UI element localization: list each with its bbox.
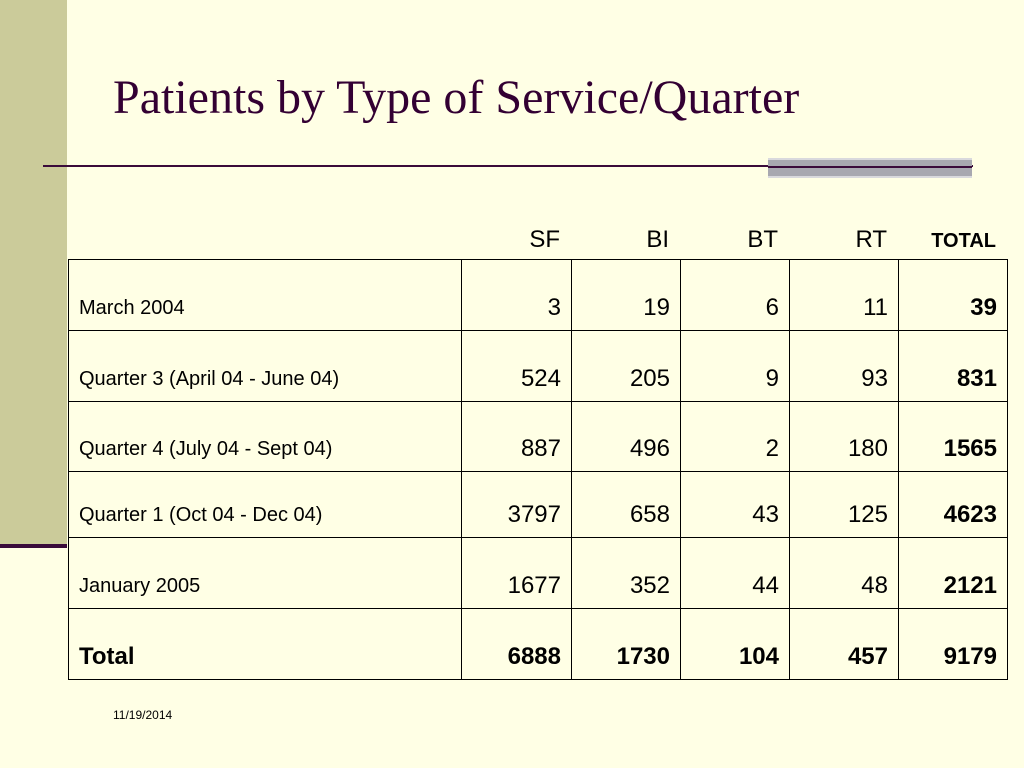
table-row: Quarter 1 (Oct 04 - Dec 04) 3797 658 43 … (68, 471, 1008, 538)
header-sf: SF (529, 226, 560, 253)
cell-rt: 48 (789, 537, 899, 609)
slide-title: Patients by Type of Service/Quarter (113, 71, 800, 124)
cell-sf: 524 (461, 330, 572, 402)
cell-bi: 1730 (571, 608, 681, 680)
row-label: January 2005 (68, 537, 462, 609)
cell-sf: 887 (461, 401, 572, 472)
table-row: January 2005 1677 352 44 48 2121 (68, 537, 1008, 609)
cell-rt: 125 (789, 471, 899, 538)
row-label: Quarter 1 (Oct 04 - Dec 04) (68, 471, 462, 538)
cell-bi: 19 (571, 259, 681, 331)
cell-total: 2121 (898, 537, 1008, 609)
cell-sf: 1677 (461, 537, 572, 609)
header-bt: BT (747, 226, 778, 253)
cell-grand-total: 9179 (898, 608, 1008, 680)
cell-sf: 3 (461, 259, 572, 331)
title-rule-accent (768, 158, 972, 178)
footer-date: 11/19/2014 (113, 708, 173, 722)
header-total: TOTAL (931, 230, 996, 252)
row-label: Quarter 4 (July 04 - Sept 04) (68, 401, 462, 472)
cell-rt: 11 (789, 259, 899, 331)
table-row: March 2004 3 19 6 11 39 (68, 259, 1008, 331)
cell-bi: 352 (571, 537, 681, 609)
cell-sf: 6888 (461, 608, 572, 680)
header-rt: RT (855, 226, 887, 253)
cell-bt: 43 (680, 471, 790, 538)
table-total-row: Total 6888 1730 104 457 9179 (68, 608, 1008, 680)
cell-bt: 6 (680, 259, 790, 331)
cell-bi: 205 (571, 330, 681, 402)
cell-total: 4623 (898, 471, 1008, 538)
cell-bi: 658 (571, 471, 681, 538)
table-row: Quarter 4 (July 04 - Sept 04) 887 496 2 … (68, 401, 1008, 472)
row-label: March 2004 (68, 259, 462, 331)
row-label: Quarter 3 (April 04 - June 04) (68, 330, 462, 402)
total-row-label: Total (68, 608, 462, 680)
title-rule (43, 165, 973, 167)
cell-bt: 44 (680, 537, 790, 609)
cell-rt: 457 (789, 608, 899, 680)
cell-total: 831 (898, 330, 1008, 402)
cell-bt: 2 (680, 401, 790, 472)
cell-rt: 93 (789, 330, 899, 402)
cell-total: 39 (898, 259, 1008, 331)
cell-bt: 9 (680, 330, 790, 402)
cell-sf: 3797 (461, 471, 572, 538)
header-bi: BI (646, 226, 669, 253)
sidebar-divider (0, 544, 67, 548)
cell-bi: 496 (571, 401, 681, 472)
sidebar-decoration (0, 0, 67, 548)
cell-bt: 104 (680, 608, 790, 680)
cell-total: 1565 (898, 401, 1008, 472)
patients-table: March 2004 3 19 6 11 39 Quarter 3 (April… (68, 259, 1008, 680)
cell-rt: 180 (789, 401, 899, 472)
table-row: Quarter 3 (April 04 - June 04) 524 205 9… (68, 330, 1008, 402)
